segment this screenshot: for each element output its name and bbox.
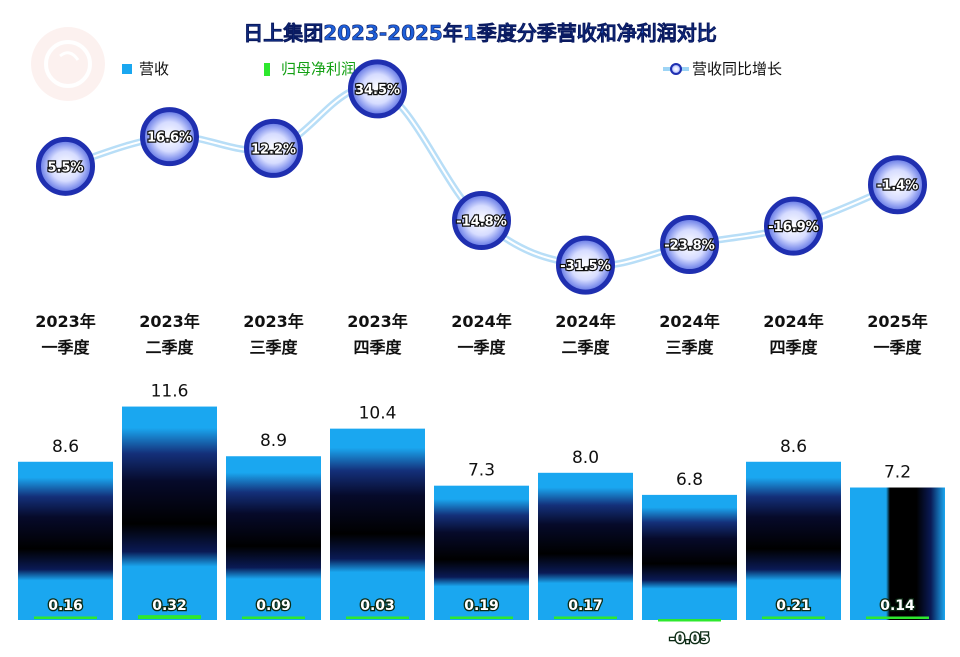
growth-marker[interactable] [660, 215, 719, 275]
chart-title: 日上集团2023-2025年1季度分季营收和净利润对比 [243, 21, 717, 45]
growth-line-layer: 5.5% 16.6% 12.2% 34.5% -14.8% -31.5% -23.8% -16… [36, 59, 927, 295]
growth-value-label: -16.9% [768, 220, 819, 235]
category-label-quarter: 三季度 [665, 338, 714, 357]
growth-marker[interactable] [452, 191, 511, 251]
category-label-year: 2024年 [555, 312, 616, 331]
legend-swatch-revenue [122, 64, 132, 74]
revenue-bar[interactable] [330, 428, 425, 620]
revenue-bar[interactable] [642, 494, 737, 620]
revenue-value-label: 8.9 [260, 431, 287, 451]
profit-bar[interactable] [762, 616, 825, 619]
legend-swatch-profit [264, 63, 270, 76]
revenue-value-label: 10.4 [359, 404, 397, 424]
revenue-value-label: 8.0 [572, 448, 599, 468]
revenue-value-label: 6.8 [676, 470, 703, 490]
category-label-year: 2024年 [451, 312, 512, 331]
growth-value-label: 12.2% [251, 142, 296, 157]
profit-value-label: 0.17 [568, 598, 603, 614]
growth-value-label: -1.4% [877, 179, 918, 194]
category-label-year: 2023年 [35, 312, 96, 331]
growth-marker[interactable] [348, 59, 407, 119]
category-label-quarter: 一季度 [457, 338, 506, 357]
revenue-value-label: 7.2 [884, 463, 911, 483]
revenue-value-label: 11.6 [151, 382, 189, 402]
revenue-bar[interactable] [226, 456, 321, 620]
growth-marker[interactable] [244, 118, 303, 178]
revenue-bar[interactable] [18, 461, 113, 620]
growth-value-label: 34.5% [355, 83, 400, 98]
category-label-year: 2023年 [243, 312, 304, 331]
category-label-year: 2023年 [347, 312, 408, 331]
category-label-quarter: 三季度 [249, 338, 298, 357]
profit-value-label: 0.19 [464, 598, 499, 614]
legend-swatch-growth-marker [670, 63, 682, 75]
legend-item-growth[interactable]: 营收同比增长 [663, 60, 782, 78]
bar-layer: 8.6 11.6 8.9 10.4 7.3 8.0 6.8 8.6 7.2 0.16 0.32 0.0… [18, 382, 945, 648]
revenue-value-label: 8.6 [780, 437, 807, 457]
revenue-value-label: 8.6 [52, 437, 79, 457]
profit-bar[interactable] [34, 616, 97, 620]
profit-bar[interactable] [242, 616, 305, 620]
growth-marker[interactable] [764, 196, 823, 256]
legend-item-profit[interactable]: 归母净利润 [264, 60, 356, 78]
profit-value-label: 0.14 [880, 598, 915, 614]
category-label-quarter: 一季度 [873, 338, 922, 357]
growth-marker[interactable] [868, 155, 927, 215]
growth-marker[interactable] [556, 235, 615, 295]
profit-value-label: 0.03 [360, 598, 395, 614]
profit-value-label: 0.21 [776, 598, 811, 614]
legend-label-revenue: 营收 [139, 60, 169, 78]
revenue-bar[interactable] [122, 406, 217, 620]
revenue-bar[interactable] [434, 485, 529, 620]
revenue-bar[interactable] [538, 472, 633, 620]
category-label-year: 2023年 [139, 312, 200, 331]
growth-value-label: 16.6% [147, 131, 192, 146]
category-label-year: 2025年 [867, 312, 928, 331]
revenue-bar[interactable] [746, 461, 841, 620]
profit-bar[interactable] [138, 615, 201, 619]
legend-label-profit: 归母净利润 [281, 60, 356, 78]
category-label-quarter: 一季度 [41, 338, 90, 357]
profit-value-label: 0.16 [48, 598, 83, 614]
category-label-year: 2024年 [659, 312, 720, 331]
category-label-quarter: 四季度 [353, 338, 402, 357]
legend: 营收 归母净利润 营收同比增长 [122, 60, 782, 78]
growth-value-label: -23.8% [664, 239, 715, 254]
profit-bar[interactable] [866, 616, 929, 620]
profit-value-label: -0.05 [669, 631, 709, 647]
category-label-quarter: 二季度 [145, 338, 194, 357]
profit-value-label: 0.09 [256, 598, 291, 614]
revenue-value-label: 7.3 [468, 461, 495, 481]
logo-watermark [31, 27, 105, 101]
revenue-bar[interactable] [850, 487, 945, 620]
profit-bar[interactable] [658, 619, 721, 622]
profit-value-label: 0.32 [152, 598, 187, 614]
category-label-year: 2024年 [763, 312, 824, 331]
growth-value-label: -31.5% [560, 259, 611, 274]
profit-bar[interactable] [346, 616, 409, 620]
category-label-quarter: 二季度 [561, 338, 610, 357]
profit-bar[interactable] [554, 616, 617, 620]
category-label-quarter: 四季度 [769, 338, 818, 357]
profit-bar[interactable] [450, 616, 513, 620]
growth-marker[interactable] [36, 136, 95, 196]
legend-item-revenue[interactable]: 营收 [122, 60, 169, 78]
growth-value-label: 5.5% [47, 160, 83, 175]
growth-value-label: -14.8% [456, 215, 507, 230]
growth-marker[interactable] [140, 107, 199, 167]
legend-label-growth: 营收同比增长 [692, 60, 782, 78]
